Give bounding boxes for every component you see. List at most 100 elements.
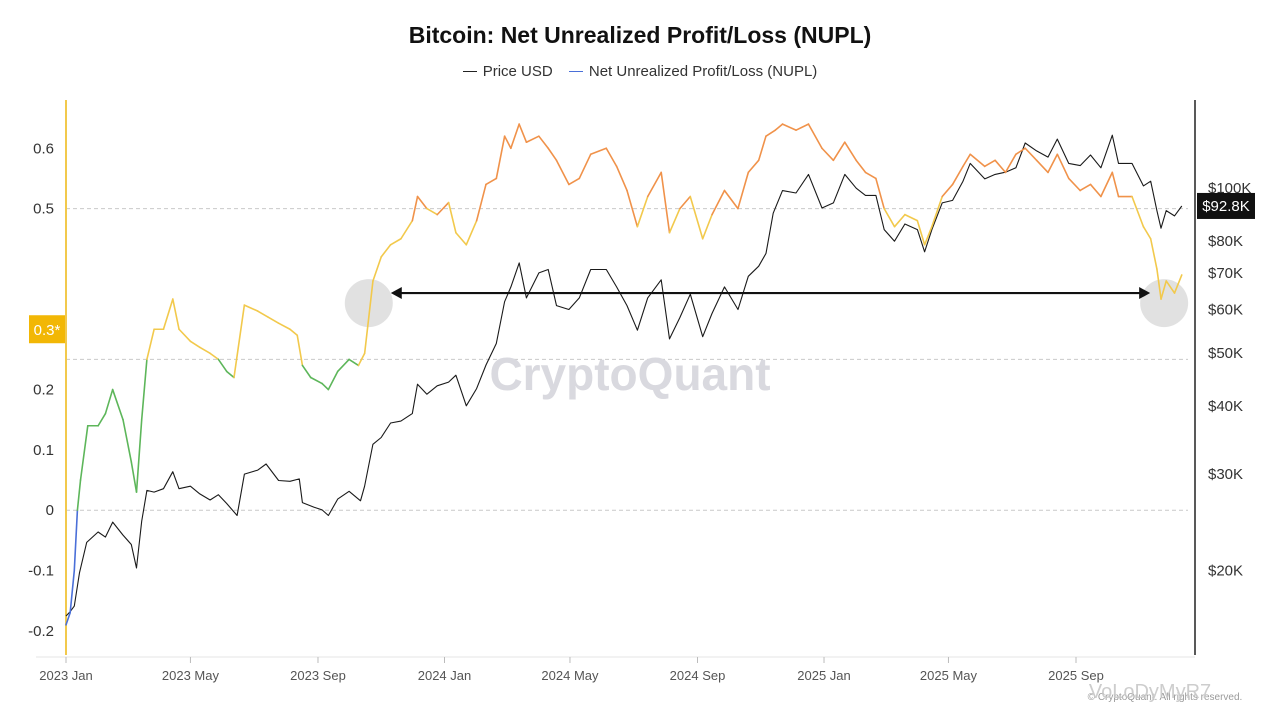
nupl-line-segment <box>765 129 777 137</box>
nupl-line-segment <box>923 225 933 246</box>
nupl-line-segment <box>348 358 360 367</box>
nupl-line-segment <box>485 177 498 186</box>
nupl-line-segment <box>747 159 760 174</box>
nupl-line-segment <box>1067 177 1081 192</box>
nupl-line-segment <box>73 509 79 572</box>
nupl-line-segment <box>1165 280 1176 294</box>
left-tick-label: 0.5 <box>33 201 54 218</box>
nupl-line-segment <box>1131 195 1145 228</box>
legend-swatch-nupl <box>568 70 583 72</box>
x-tick-label: 2023 May <box>162 668 220 683</box>
nupl-line-segment <box>503 135 512 150</box>
nupl-line-segment <box>122 418 133 463</box>
x-tick-label: 2024 Jan <box>418 668 472 683</box>
nupl-line-segment <box>660 171 671 234</box>
nupl-line-segment <box>646 171 663 198</box>
right-tick-label: $40K <box>1208 398 1243 415</box>
x-tick-label: 2025 Jan <box>797 668 851 683</box>
highlight-circles <box>344 279 1189 328</box>
nupl-line-segment <box>538 135 549 150</box>
arrow-head-right <box>1139 287 1151 300</box>
nupl-line-segment <box>336 358 350 373</box>
current-price-badge <box>1197 192 1255 219</box>
nupl-line-segment <box>941 183 954 198</box>
legend-item-price[interactable]: Price USD <box>462 63 553 80</box>
nupl-line-segment <box>1100 171 1114 198</box>
nupl-line-segment <box>198 346 211 355</box>
nupl-line-segment <box>301 364 312 379</box>
nupl-line-segment <box>723 189 739 210</box>
nupl-line-segment <box>321 382 330 391</box>
nupl-line-segment <box>289 328 299 337</box>
nupl-line-segment <box>69 569 76 614</box>
nupl-line-segment <box>178 328 192 343</box>
nupl-line-segment <box>821 147 835 162</box>
x-tick-label: 2024 May <box>541 668 599 683</box>
nupl-line-segment <box>140 358 148 421</box>
nupl-line-segment <box>615 165 628 192</box>
nupl-line-segment <box>1111 171 1120 198</box>
nupl-line-segment <box>426 207 439 216</box>
nupl-line-segment <box>636 195 649 228</box>
nupl-line-segment <box>65 611 71 626</box>
nupl-line-segment <box>951 165 964 186</box>
nupl-line-segment <box>931 195 944 228</box>
highlight-circle <box>344 279 393 328</box>
nupl-line-segment <box>309 376 323 385</box>
left-tick-label: -0.1 <box>28 563 54 580</box>
nupl-line-segment <box>465 219 478 246</box>
nupl-line-segment <box>455 231 468 246</box>
nupl-line-segment <box>983 159 996 168</box>
nupl-line-segment <box>589 147 608 156</box>
nupl-line-segment <box>380 243 392 258</box>
nupl-line-segment <box>447 201 457 234</box>
legend-item-nupl[interactable]: Net Unrealized Profit/Loss (NUPL) <box>568 63 818 80</box>
nupl-line-segment <box>994 159 1007 174</box>
nupl-line-segment <box>233 304 246 379</box>
nupl-line-segment <box>795 123 810 131</box>
nupl-line-segment <box>475 183 487 222</box>
nupl-line-segment <box>711 189 726 216</box>
right-tick-label: $70K <box>1208 265 1243 282</box>
nupl-line-segment <box>757 135 767 162</box>
nupl-line-segment <box>209 352 220 361</box>
chart-title: Bitcoin: Net Unrealized Profit/Loss (NUP… <box>408 22 872 48</box>
left-tick-label: 0.6 <box>33 140 54 157</box>
nupl-line-segment <box>525 135 540 144</box>
nupl-line-segment <box>864 171 877 180</box>
author-watermark: VoLoDyMyR7 <box>1089 681 1211 703</box>
legend-swatch-price <box>462 70 477 72</box>
legend-label-nupl: Net Unrealized Profit/Loss (NUPL) <box>588 63 818 80</box>
right-tick-label: $30K <box>1208 466 1243 483</box>
x-tick-label: 2025 May <box>920 668 978 683</box>
nupl-line-segment <box>1024 147 1038 162</box>
left-tick-label: 0.1 <box>33 442 54 459</box>
nupl-line-segment <box>97 412 107 427</box>
nupl-line-segment <box>135 418 143 493</box>
current-price-label: $92.8K <box>1202 198 1250 215</box>
nupl-line-segment <box>495 135 506 180</box>
nupl-line-segment <box>904 213 919 222</box>
nupl-line-segment <box>146 328 155 361</box>
nupl-line-segment <box>1056 153 1070 180</box>
nupl-line-segment <box>893 213 906 228</box>
cryptoquant-watermark: CryptoQuant <box>489 348 770 400</box>
nupl-line-segment <box>962 153 972 168</box>
nupl-line-segment <box>1004 153 1017 174</box>
nupl-line-segment <box>689 195 704 240</box>
nupl-line-segment <box>568 177 581 186</box>
nupl-line-segment <box>267 316 280 325</box>
nupl-line-segment <box>875 177 885 210</box>
nupl-line-segment <box>389 237 402 246</box>
nupl-line-segment <box>363 280 374 355</box>
axis-badges: 0.3* $92.8K <box>29 192 1255 344</box>
nupl-line-segment <box>969 153 986 168</box>
nupl-line-segment <box>411 195 419 222</box>
nupl-series-layer <box>65 123 1183 626</box>
nupl-line-segment <box>277 322 291 331</box>
nupl-line-segment <box>578 153 592 180</box>
legend-label-price: Price USD <box>482 63 553 80</box>
nupl-line-segment <box>781 123 797 131</box>
right-tick-label: $50K <box>1208 345 1243 362</box>
arrow-head-left <box>390 287 402 300</box>
